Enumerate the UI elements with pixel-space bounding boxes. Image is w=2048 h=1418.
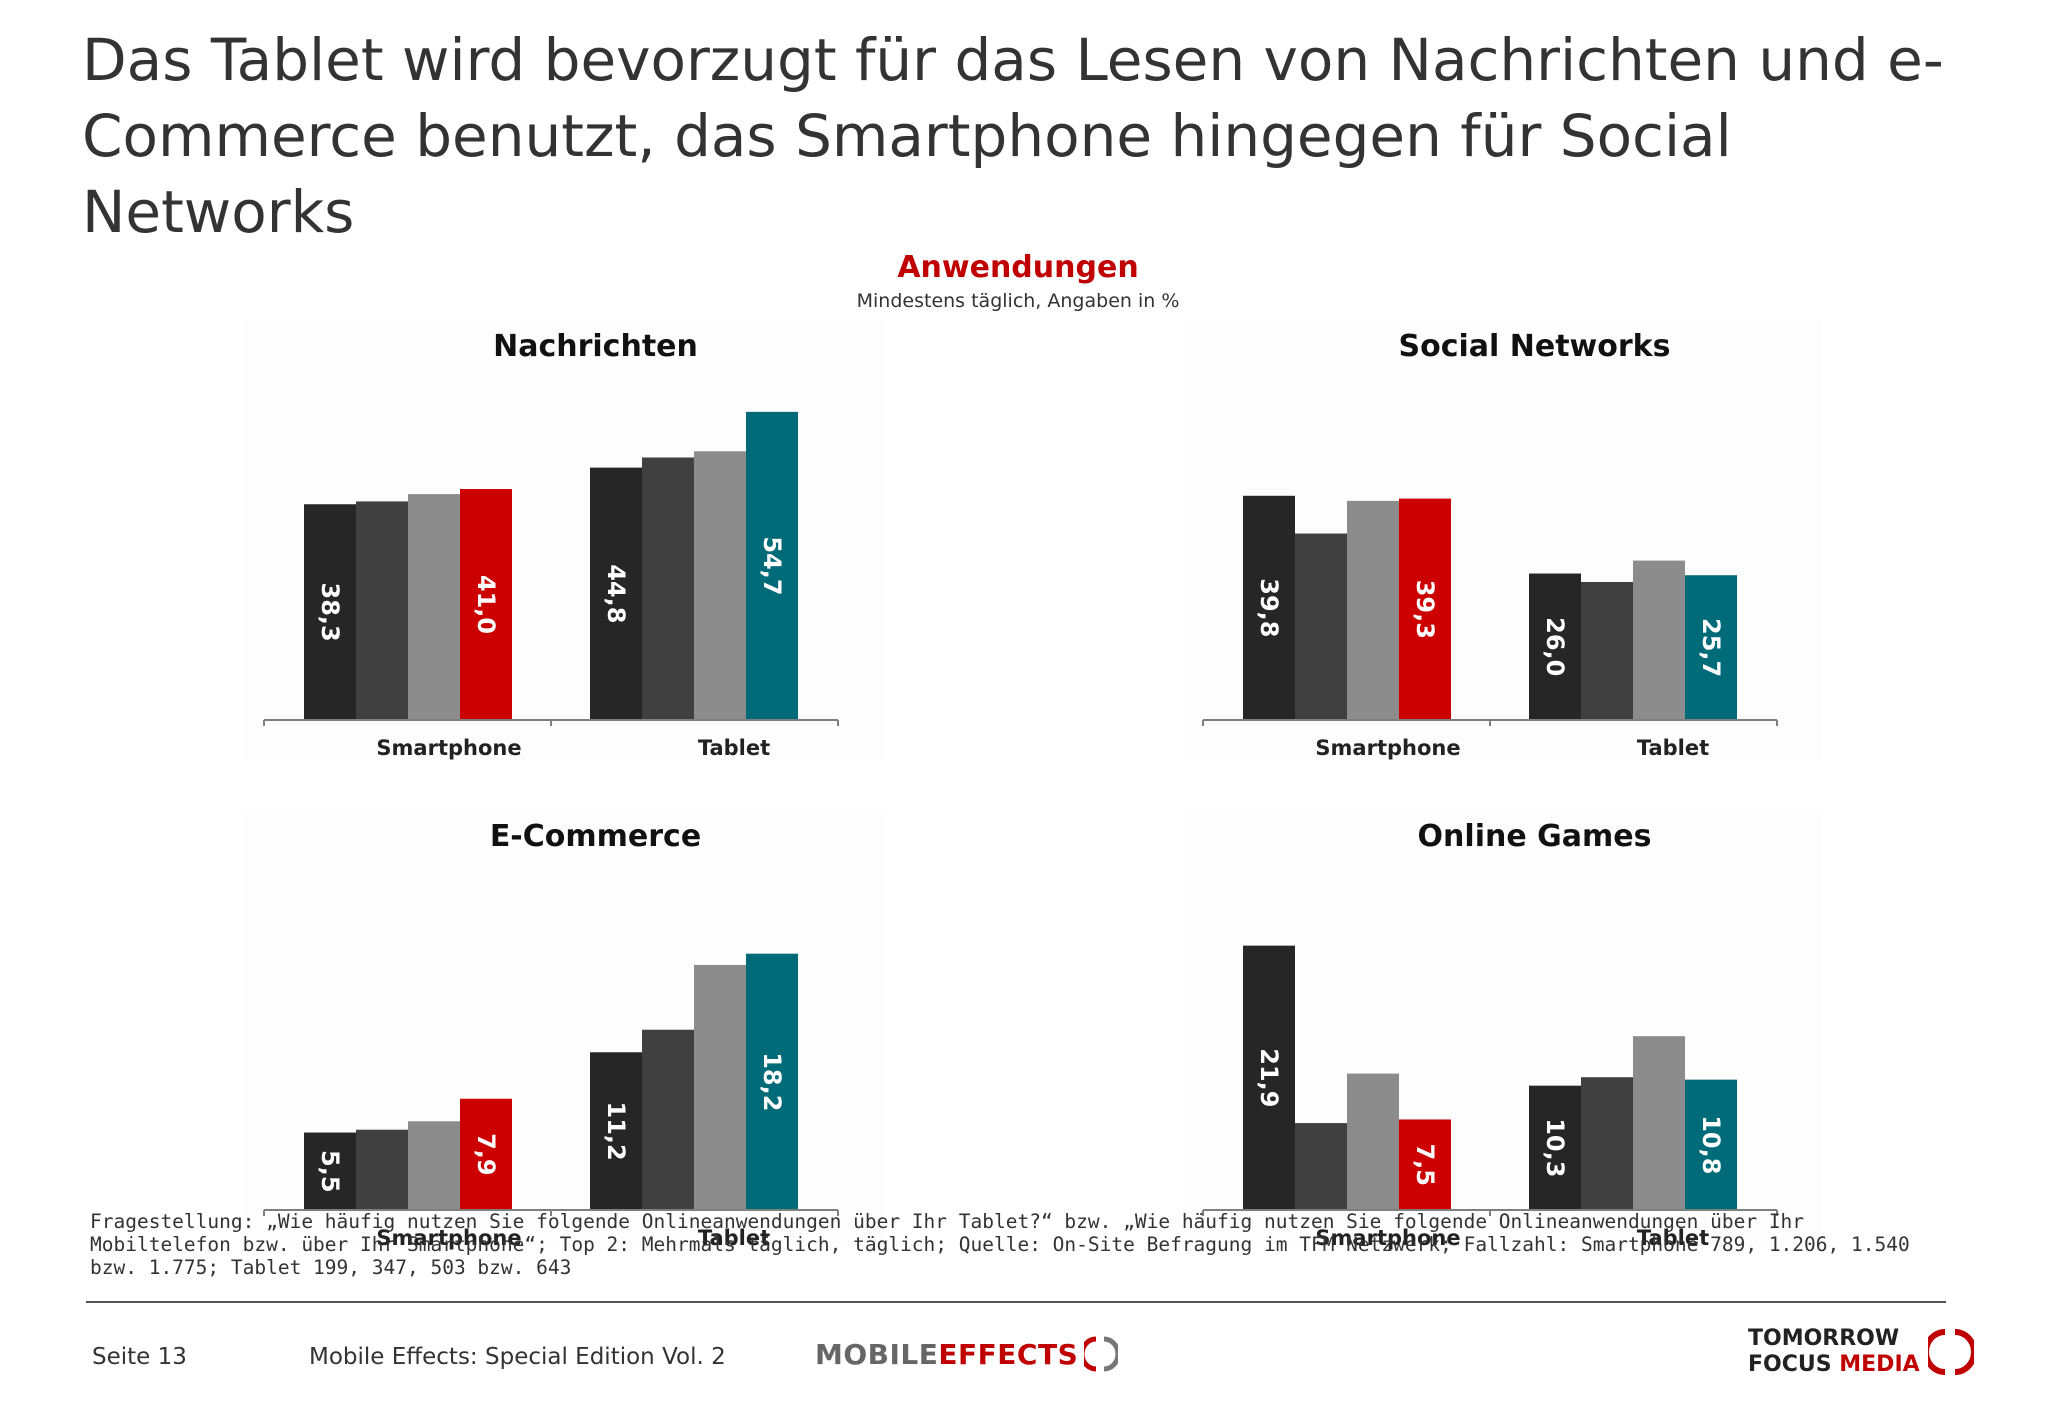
category-label: Tablet (698, 736, 770, 760)
bar-tablet-2 (642, 1029, 694, 1210)
bar-value-label: 41,0 (472, 575, 500, 634)
bar-tablet-4 (746, 411, 798, 720)
bar-smartphone-3 (408, 1121, 460, 1210)
chart-online-games: Online Games 21,9 7,5 Smartphone 10,3 10,8 Tab… (1183, 810, 1823, 1250)
bar-smartphone-3 (1347, 1073, 1399, 1210)
bar-tablet-3 (1633, 560, 1685, 720)
tfm-logo-focus: FOCUS (1748, 1352, 1832, 1377)
category-label: Tablet (698, 1226, 770, 1250)
bar-tablet-2 (1581, 581, 1633, 720)
bar-value-label: 44,8 (602, 564, 630, 623)
bar-smartphone-2 (356, 1129, 408, 1210)
chart-svg: Social Networks 39,8 39,3 Smartphone 26,0 25,… (1202, 329, 1778, 760)
bar-value-label: 54,7 (758, 536, 786, 595)
bar-tablet-3 (694, 964, 746, 1210)
bar-smartphone-4 (460, 489, 512, 720)
bar-smartphone-4 (460, 1098, 512, 1210)
bar-smartphone-2 (356, 501, 408, 720)
chart-svg: Nachrichten 38,3 41,0 Smartphone 44,8 54,7 Tab… (263, 329, 839, 760)
bar-value-label: 21,9 (1255, 1048, 1283, 1107)
bar-tablet-1 (1529, 573, 1581, 720)
bar-smartphone-2 (1295, 1123, 1347, 1210)
category-label: Tablet (1637, 1226, 1709, 1250)
chart-title: Online Games (1418, 819, 1652, 854)
category-label: Smartphone (376, 1226, 521, 1250)
chart-title: E-Commerce (490, 819, 701, 854)
tomorrow-focus-media-logo: TOMORROW FOCUS MEDIA (1748, 1326, 1974, 1378)
chart-nachrichten: Nachrichten 38,3 41,0 Smartphone 44,8 54,7 Tab… (244, 320, 884, 760)
bar-value-label: 18,2 (758, 1052, 786, 1111)
bar-smartphone-1 (304, 1132, 356, 1210)
bar-smartphone-4 (1399, 1119, 1451, 1210)
bar-smartphone-1 (304, 504, 356, 720)
bar-value-label: 11,2 (602, 1102, 630, 1161)
tfm-logo-line-1: TOMORROW (1748, 1326, 1900, 1351)
mobile-effects-logo: MOBILE EFFECTS (815, 1334, 1119, 1374)
bar-smartphone-3 (408, 494, 460, 720)
chart-svg: E-Commerce 5,5 7,9 Smartphone 11,2 18,2 Tablet (263, 819, 839, 1250)
chart-e-commerce: E-Commerce 5,5 7,9 Smartphone 11,2 18,2 Tablet (244, 810, 884, 1250)
bar-tablet-1 (590, 467, 642, 720)
bar-value-label: 39,3 (1411, 580, 1439, 639)
tfm-logo-media: MEDIA (1839, 1352, 1920, 1377)
chart-social-networks: Social Networks 39,8 39,3 Smartphone 26,0 25,… (1183, 320, 1823, 760)
category-label: Smartphone (1315, 1226, 1460, 1250)
bar-tablet-2 (1581, 1077, 1633, 1210)
bar-value-label: 39,8 (1255, 578, 1283, 637)
bracket-icon (1084, 1336, 1119, 1372)
bar-value-label: 5,5 (316, 1150, 344, 1193)
bracket-icon (1927, 1329, 1974, 1375)
category-label: Smartphone (376, 736, 521, 760)
chart-svg: Online Games 21,9 7,5 Smartphone 10,3 10,8 Tab… (1202, 819, 1778, 1250)
bar-tablet-4 (1685, 575, 1737, 720)
mobile-effects-logo-word-2: EFFECTS (938, 1337, 1079, 1371)
section-subtitle: Mindestens täglich, Angaben in % (856, 290, 1180, 312)
bar-value-label: 25,7 (1697, 618, 1725, 677)
page-number: Seite 13 (92, 1344, 187, 1370)
bar-tablet-3 (1633, 1036, 1685, 1210)
publication-name: Mobile Effects: Special Edition Vol. 2 (309, 1344, 726, 1370)
bar-tablet-4 (1685, 1079, 1737, 1210)
bar-value-label: 26,0 (1541, 617, 1569, 676)
bar-value-label: 7,9 (472, 1133, 500, 1176)
bar-value-label: 38,3 (316, 583, 344, 642)
bar-tablet-4 (746, 953, 798, 1210)
bar-smartphone-1 (1243, 945, 1295, 1210)
bar-value-label: 10,8 (1697, 1115, 1725, 1174)
category-label: Tablet (1637, 736, 1709, 760)
bar-tablet-2 (642, 457, 694, 720)
slide-title: Das Tablet wird bevorzugt für das Lesen … (82, 26, 1944, 246)
bar-smartphone-1 (1243, 495, 1295, 720)
bar-tablet-3 (694, 451, 746, 720)
footer-divider (86, 1301, 1946, 1303)
bar-smartphone-4 (1399, 498, 1451, 720)
bar-tablet-1 (1529, 1085, 1581, 1210)
bar-smartphone-2 (1295, 533, 1347, 720)
bar-smartphone-3 (1347, 500, 1399, 720)
mobile-effects-logo-word-1: MOBILE (815, 1337, 939, 1371)
section-title: Anwendungen (897, 250, 1139, 285)
chart-title: Nachrichten (493, 329, 698, 364)
footnote: Fragestellung: „Wie häufig nutzen Sie fo… (90, 1210, 1910, 1279)
chart-title: Social Networks (1399, 329, 1671, 364)
bar-value-label: 10,3 (1541, 1118, 1569, 1177)
bar-tablet-1 (590, 1052, 642, 1210)
category-label: Smartphone (1315, 736, 1460, 760)
bar-value-label: 7,5 (1411, 1143, 1439, 1186)
